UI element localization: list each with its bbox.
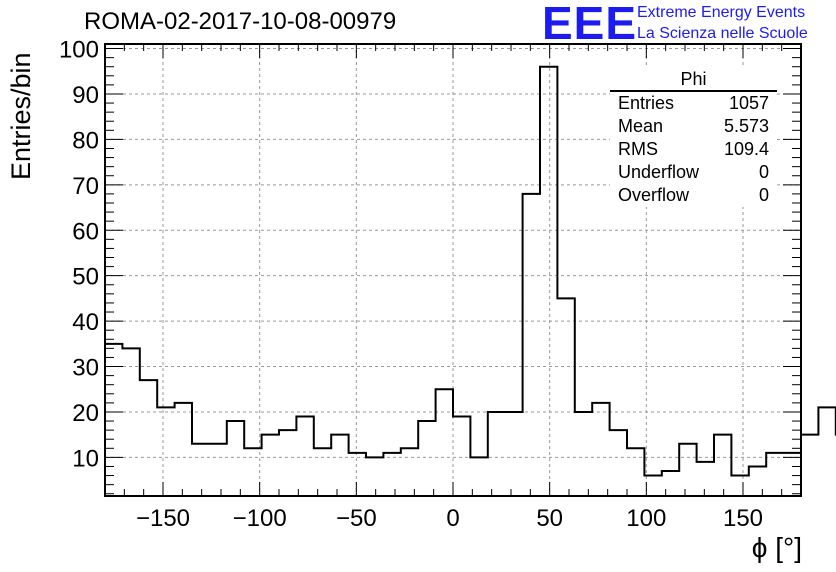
stats-value: 1057: [728, 93, 769, 113]
eee-logo: EEE: [542, 0, 638, 49]
logo-line-2: La Scienza nelle Scuole: [637, 25, 808, 42]
logo-text: Extreme Energy Events La Scienza nelle S…: [637, 2, 808, 44]
stats-label: RMS: [618, 139, 658, 159]
x-axis-label: ϕ [°]: [751, 532, 802, 563]
stats-value: 0: [758, 162, 769, 182]
stats-label: Underflow: [618, 162, 700, 182]
stats-row: Underflow 0: [610, 161, 777, 184]
y-tick-label: 100: [59, 37, 99, 64]
stats-value: 0: [758, 185, 769, 205]
stats-row: Entries 1057: [610, 92, 777, 115]
y-tick-label: 10: [72, 445, 99, 472]
axis-ticks: [104, 44, 802, 496]
x-tick-label: −150: [136, 505, 190, 532]
y-tick-label: 40: [72, 309, 99, 336]
stats-row: Mean 5.573: [610, 115, 777, 138]
y-tick-label: 70: [72, 173, 99, 200]
x-tick-label: −100: [233, 505, 287, 532]
y-tick-label: 30: [72, 355, 99, 382]
x-tick-label: 50: [536, 505, 563, 532]
y-tick-label: 60: [72, 218, 99, 245]
y-tick-label: 90: [72, 82, 99, 109]
stats-value: 109.4: [723, 139, 769, 159]
x-tick-label: 100: [626, 505, 666, 532]
stats-label: Mean: [618, 116, 664, 136]
chart-title: ROMA-02-2017-10-08-00979: [84, 8, 397, 35]
x-tick-label: −50: [336, 505, 377, 532]
stats-value: 5.573: [723, 116, 769, 136]
plot-frame: [104, 43, 802, 497]
x-tick-label: 0: [446, 505, 459, 532]
tick-labels: −150 −100 −50 0 50 100 150 10 20 30 40 50 60 70 80 90 10…: [59, 37, 763, 532]
stats-label: Overflow: [618, 185, 690, 205]
stats-row: RMS 109.4: [610, 138, 777, 161]
stats-title: Phi: [610, 68, 777, 92]
y-tick-label: 80: [72, 127, 99, 154]
logo-line-1: Extreme Energy Events: [637, 4, 806, 21]
x-tick-label: 150: [723, 505, 763, 532]
y-tick-label: 50: [72, 264, 99, 291]
stats-row: Overflow 0: [610, 184, 777, 207]
stats-box: Phi Entries 1057 Mean 5.573 RMS 109.4 Under…: [610, 68, 777, 207]
y-tick-label: 20: [72, 400, 99, 427]
y-axis-label: Entries/bin: [6, 52, 36, 180]
stats-label: Entries: [618, 93, 675, 113]
